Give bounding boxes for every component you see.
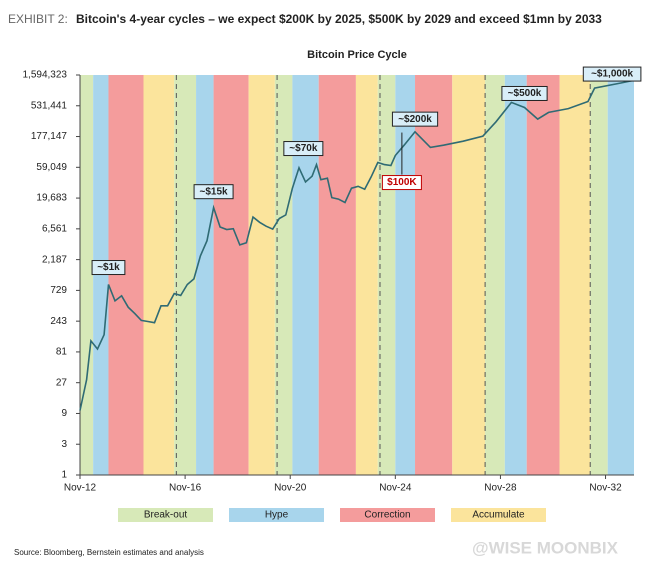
y-tick-label: 9: [61, 408, 67, 419]
annotation-label: $100K: [387, 177, 417, 188]
y-tick-label: 59,049: [36, 162, 67, 173]
phase-band: [590, 75, 608, 475]
annotation-label: ~$1,000k: [591, 69, 633, 80]
legend-swatch: [451, 508, 546, 522]
y-tick-label: 19,683: [36, 193, 67, 204]
y-tick-label: 177,147: [31, 131, 68, 142]
legend-swatch: [229, 508, 324, 522]
annotation-box: [193, 184, 234, 200]
y-tick-label: 1,594,323: [23, 70, 68, 81]
x-tick-label: Nov-16: [169, 483, 202, 494]
legend-swatch: [118, 508, 213, 522]
x-tick-label: Nov-24: [379, 483, 412, 494]
phase-band: [485, 75, 505, 475]
legend-label: Correction: [364, 510, 410, 521]
legend-label: Hype: [265, 510, 289, 521]
phase-band: [292, 75, 319, 475]
y-tick-label: 3: [61, 439, 67, 450]
phase-band: [377, 75, 396, 475]
legend-swatch: [340, 508, 435, 522]
phase-band: [355, 75, 378, 475]
phase-band: [274, 75, 293, 475]
phase-band: [248, 75, 275, 475]
x-tick-label: Nov-20: [274, 483, 307, 494]
y-tick-label: 6,561: [42, 223, 67, 234]
y-tick-label: 729: [50, 285, 67, 296]
y-tick-label: 1: [61, 470, 67, 481]
phase-band: [415, 75, 453, 475]
phase-band: [607, 75, 634, 475]
phase-band: [395, 75, 416, 475]
annotation-box: [381, 175, 422, 191]
annotation-label: ~$1k: [97, 262, 120, 273]
x-tick-label: Nov-28: [484, 483, 517, 494]
y-tick-label: 2,187: [42, 254, 67, 265]
phase-band: [559, 75, 591, 475]
y-tick-label: 243: [50, 316, 67, 327]
y-tick-label: 81: [56, 347, 68, 358]
phase-band: [196, 75, 214, 475]
header-title: Bitcoin's 4-year cycles – we expect $200…: [76, 12, 602, 26]
x-tick-label: Nov-12: [64, 483, 97, 494]
legend-label: Accumulate: [472, 510, 525, 521]
annotation-label: ~$70k: [289, 143, 318, 154]
annotation-box: [91, 260, 126, 276]
annotation-box: [501, 85, 548, 101]
phase-band: [504, 75, 527, 475]
annotation-label: ~$200k: [398, 114, 432, 125]
annotation-box: [582, 66, 642, 82]
phase-band: [526, 75, 560, 475]
annotation-box: [283, 141, 324, 157]
y-tick-label: 531,441: [31, 100, 68, 111]
phase-band: [213, 75, 249, 475]
source: Source: Bloomberg, Bernstein estimates a…: [14, 548, 204, 557]
y-tick-label: 27: [56, 377, 68, 388]
x-tick-label: Nov-32: [589, 483, 622, 494]
annotation-label: ~$500k: [508, 88, 542, 99]
phase-band: [80, 75, 94, 475]
phase-band: [318, 75, 356, 475]
phase-band: [143, 75, 175, 475]
annotation-label: ~$15k: [200, 186, 229, 197]
legend-label: Break-out: [144, 510, 188, 521]
annotation-box: [391, 111, 439, 127]
exhibit-label: EXHIBIT 2:: [8, 12, 68, 26]
watermark: @WISE MOONBIX: [472, 538, 619, 557]
chart-title: Bitcoin Price Cycle: [307, 49, 407, 61]
phase-band: [174, 75, 197, 475]
phase-band: [452, 75, 486, 475]
price-line: [79, 79, 632, 411]
